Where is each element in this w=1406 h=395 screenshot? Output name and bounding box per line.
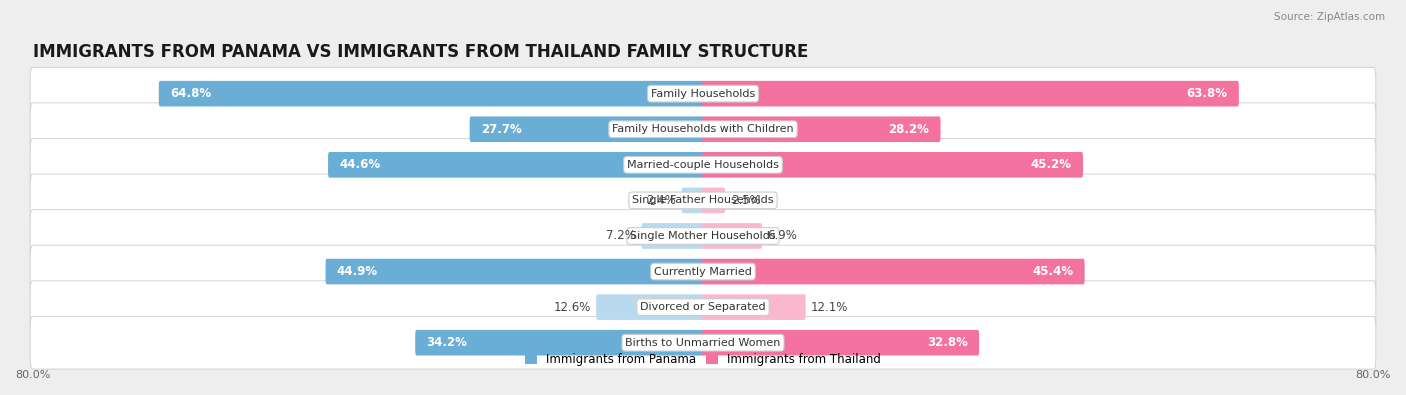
FancyBboxPatch shape [328,152,704,178]
FancyBboxPatch shape [682,188,704,213]
FancyBboxPatch shape [702,117,941,142]
FancyBboxPatch shape [30,210,1376,262]
Text: 27.7%: 27.7% [481,123,522,136]
Text: 12.6%: 12.6% [554,301,591,314]
Text: 34.2%: 34.2% [426,336,467,349]
FancyBboxPatch shape [30,174,1376,227]
Text: IMMIGRANTS FROM PANAMA VS IMMIGRANTS FROM THAILAND FAMILY STRUCTURE: IMMIGRANTS FROM PANAMA VS IMMIGRANTS FRO… [32,43,808,61]
FancyBboxPatch shape [702,330,979,356]
FancyBboxPatch shape [30,67,1376,120]
Text: 7.2%: 7.2% [606,229,636,243]
Text: 45.4%: 45.4% [1032,265,1073,278]
FancyBboxPatch shape [30,281,1376,333]
Text: Single Mother Households: Single Mother Households [630,231,776,241]
FancyBboxPatch shape [702,259,1084,284]
Text: Divorced or Separated: Divorced or Separated [640,302,766,312]
Text: Single Father Households: Single Father Households [633,196,773,205]
Text: Source: ZipAtlas.com: Source: ZipAtlas.com [1274,12,1385,22]
FancyBboxPatch shape [326,259,704,284]
Text: Married-couple Households: Married-couple Households [627,160,779,170]
Text: 44.9%: 44.9% [337,265,378,278]
FancyBboxPatch shape [702,223,762,249]
FancyBboxPatch shape [470,117,704,142]
Text: 6.9%: 6.9% [768,229,797,243]
FancyBboxPatch shape [30,103,1376,156]
Text: 2.5%: 2.5% [731,194,761,207]
FancyBboxPatch shape [702,152,1083,178]
FancyBboxPatch shape [702,188,725,213]
Legend: Immigrants from Panama, Immigrants from Thailand: Immigrants from Panama, Immigrants from … [524,353,882,366]
Text: Family Households: Family Households [651,88,755,99]
FancyBboxPatch shape [30,316,1376,369]
Text: 32.8%: 32.8% [927,336,967,349]
Text: 64.8%: 64.8% [170,87,211,100]
Text: Currently Married: Currently Married [654,267,752,276]
FancyBboxPatch shape [415,330,704,356]
Text: Family Households with Children: Family Households with Children [612,124,794,134]
FancyBboxPatch shape [702,81,1239,107]
FancyBboxPatch shape [30,139,1376,191]
Text: 45.2%: 45.2% [1031,158,1071,171]
Text: Births to Unmarried Women: Births to Unmarried Women [626,338,780,348]
FancyBboxPatch shape [641,223,704,249]
Text: 44.6%: 44.6% [339,158,381,171]
FancyBboxPatch shape [596,294,704,320]
Text: 63.8%: 63.8% [1187,87,1227,100]
FancyBboxPatch shape [30,245,1376,298]
Text: 28.2%: 28.2% [889,123,929,136]
FancyBboxPatch shape [159,81,704,107]
FancyBboxPatch shape [702,294,806,320]
Text: 12.1%: 12.1% [811,301,848,314]
Text: 2.4%: 2.4% [647,194,676,207]
